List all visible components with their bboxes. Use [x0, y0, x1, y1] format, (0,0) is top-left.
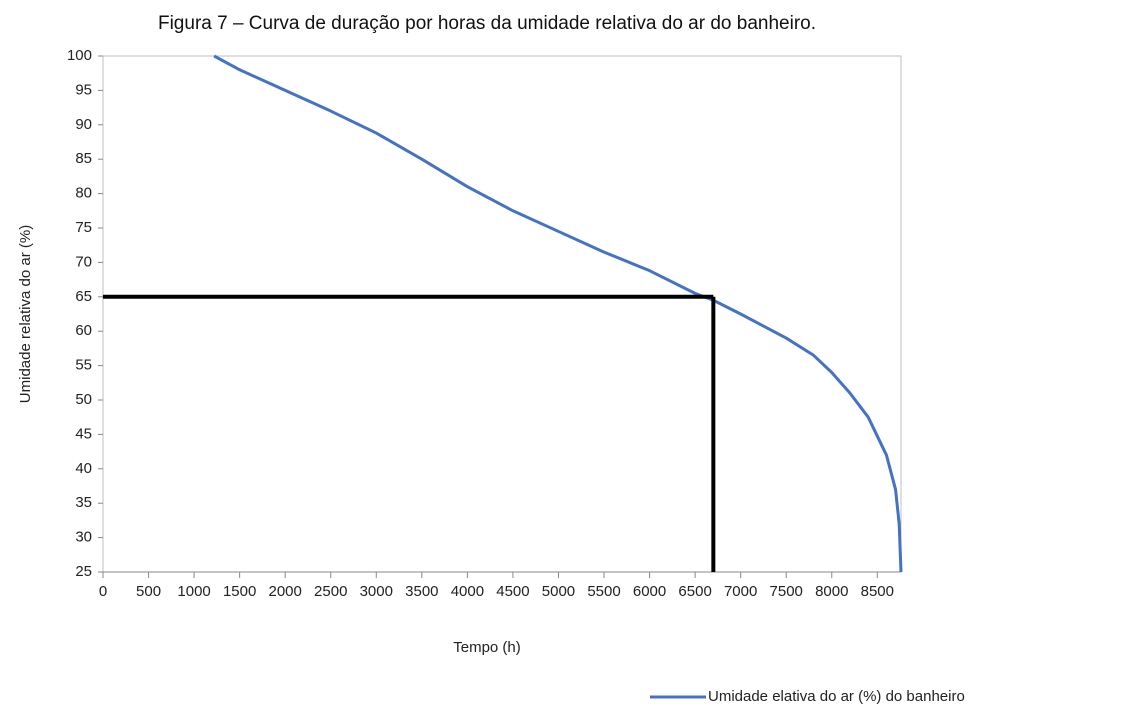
- x-tick-label: 1000: [177, 583, 210, 600]
- y-tick-label: 25: [75, 563, 92, 580]
- y-tick-label: 90: [75, 116, 92, 133]
- x-tick-label: 7500: [770, 583, 803, 600]
- x-axis-label: Tempo (h): [453, 639, 521, 656]
- data-line: [213, 54, 903, 573]
- x-tick-label: 3000: [360, 583, 393, 600]
- y-tick-label: 50: [75, 391, 92, 408]
- x-tick-label: 1500: [223, 583, 256, 600]
- y-tick-label: 30: [75, 529, 92, 546]
- x-tick-label: 5500: [587, 583, 620, 600]
- y-tick-label: 60: [75, 322, 92, 339]
- chart-title: Figura 7 – Curva de duração por horas da…: [158, 13, 816, 34]
- x-tick-label: 8500: [861, 583, 894, 600]
- legend-label: Umidade elativa do ar (%) do banheiro: [708, 688, 965, 705]
- x-tick-label: 4000: [451, 583, 484, 600]
- y-tick-label: 65: [75, 288, 92, 305]
- x-tick-label: 4500: [496, 583, 529, 600]
- x-tick-label: 8000: [815, 583, 848, 600]
- x-tick-label: 6500: [678, 583, 711, 600]
- x-tick-label: 2000: [269, 583, 302, 600]
- y-tick-label: 85: [75, 150, 92, 167]
- y-tick-label: 40: [75, 460, 92, 477]
- y-tick-label: 95: [75, 81, 92, 98]
- x-tick-label: 6000: [633, 583, 666, 600]
- y-tick-label: 100: [67, 47, 92, 64]
- y-tick-label: 75: [75, 219, 92, 236]
- x-tick-label: 7000: [724, 583, 757, 600]
- y-tick-label: 80: [75, 185, 92, 202]
- plot-frame: [102, 55, 902, 573]
- x-tick-label: 5000: [542, 583, 575, 600]
- y-tick-label: 45: [75, 425, 92, 442]
- y-tick-label: 70: [75, 253, 92, 270]
- y-tick-label: 35: [75, 494, 92, 511]
- y-tick-label: 55: [75, 357, 92, 374]
- y-axis-label: Umidade relativa do ar (%): [17, 225, 34, 403]
- x-tick-label: 0: [99, 583, 107, 600]
- x-tick-label: 3500: [405, 583, 438, 600]
- x-tick-label: 2500: [314, 583, 347, 600]
- x-tick-label: 500: [136, 583, 161, 600]
